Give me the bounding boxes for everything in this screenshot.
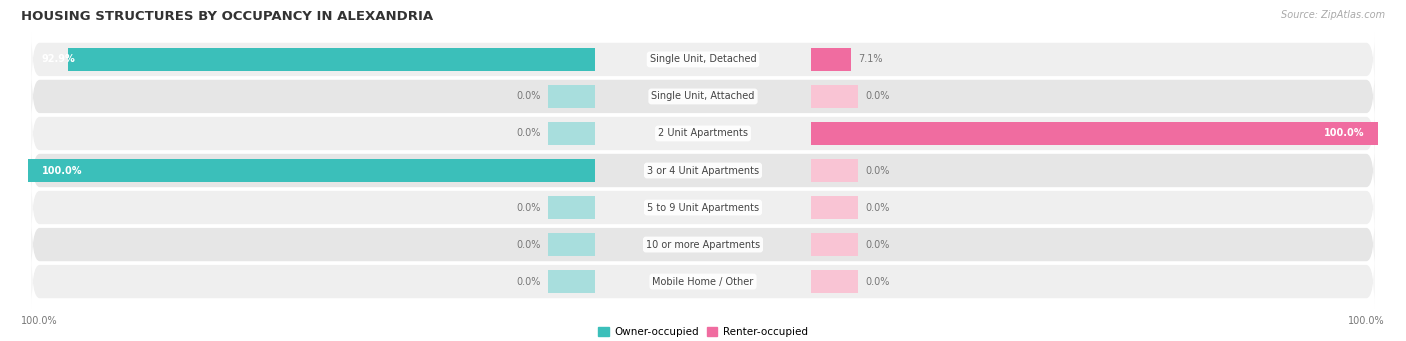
Bar bbox=[28, 159, 595, 182]
Text: 100.0%: 100.0% bbox=[21, 316, 58, 326]
FancyBboxPatch shape bbox=[31, 106, 1375, 161]
Bar bbox=[69, 48, 595, 71]
Text: Source: ZipAtlas.com: Source: ZipAtlas.com bbox=[1281, 10, 1385, 20]
Text: 92.9%: 92.9% bbox=[42, 55, 76, 64]
Text: 100.0%: 100.0% bbox=[1348, 316, 1385, 326]
Text: 10 or more Apartments: 10 or more Apartments bbox=[645, 239, 761, 250]
Text: Single Unit, Detached: Single Unit, Detached bbox=[650, 55, 756, 64]
Text: 0.0%: 0.0% bbox=[516, 277, 541, 286]
Text: 2 Unit Apartments: 2 Unit Apartments bbox=[658, 129, 748, 138]
Text: 0.0%: 0.0% bbox=[865, 277, 890, 286]
Bar bbox=[811, 122, 1378, 145]
Bar bbox=[811, 196, 858, 219]
Bar bbox=[548, 122, 595, 145]
Text: 0.0%: 0.0% bbox=[865, 165, 890, 176]
FancyBboxPatch shape bbox=[31, 143, 1375, 198]
Bar bbox=[548, 234, 595, 256]
Bar bbox=[811, 159, 858, 182]
Bar bbox=[811, 234, 858, 256]
Bar bbox=[811, 48, 851, 71]
Text: HOUSING STRUCTURES BY OCCUPANCY IN ALEXANDRIA: HOUSING STRUCTURES BY OCCUPANCY IN ALEXA… bbox=[21, 10, 433, 23]
Text: 3 or 4 Unit Apartments: 3 or 4 Unit Apartments bbox=[647, 165, 759, 176]
Text: Mobile Home / Other: Mobile Home / Other bbox=[652, 277, 754, 286]
Text: 100.0%: 100.0% bbox=[42, 165, 82, 176]
Legend: Owner-occupied, Renter-occupied: Owner-occupied, Renter-occupied bbox=[595, 323, 811, 341]
Text: 0.0%: 0.0% bbox=[865, 91, 890, 102]
Text: 0.0%: 0.0% bbox=[865, 239, 890, 250]
FancyBboxPatch shape bbox=[31, 180, 1375, 235]
Bar bbox=[811, 270, 858, 293]
Text: 0.0%: 0.0% bbox=[865, 203, 890, 212]
Bar bbox=[548, 196, 595, 219]
Text: 5 to 9 Unit Apartments: 5 to 9 Unit Apartments bbox=[647, 203, 759, 212]
Text: 0.0%: 0.0% bbox=[516, 203, 541, 212]
Text: 0.0%: 0.0% bbox=[516, 129, 541, 138]
Text: 0.0%: 0.0% bbox=[516, 239, 541, 250]
Bar bbox=[548, 270, 595, 293]
Text: 100.0%: 100.0% bbox=[1324, 129, 1364, 138]
Bar bbox=[811, 85, 858, 107]
FancyBboxPatch shape bbox=[31, 254, 1375, 309]
FancyBboxPatch shape bbox=[31, 32, 1375, 87]
Text: 7.1%: 7.1% bbox=[858, 55, 883, 64]
Bar bbox=[548, 85, 595, 107]
FancyBboxPatch shape bbox=[31, 69, 1375, 124]
Text: 0.0%: 0.0% bbox=[516, 91, 541, 102]
FancyBboxPatch shape bbox=[31, 217, 1375, 272]
Text: Single Unit, Attached: Single Unit, Attached bbox=[651, 91, 755, 102]
